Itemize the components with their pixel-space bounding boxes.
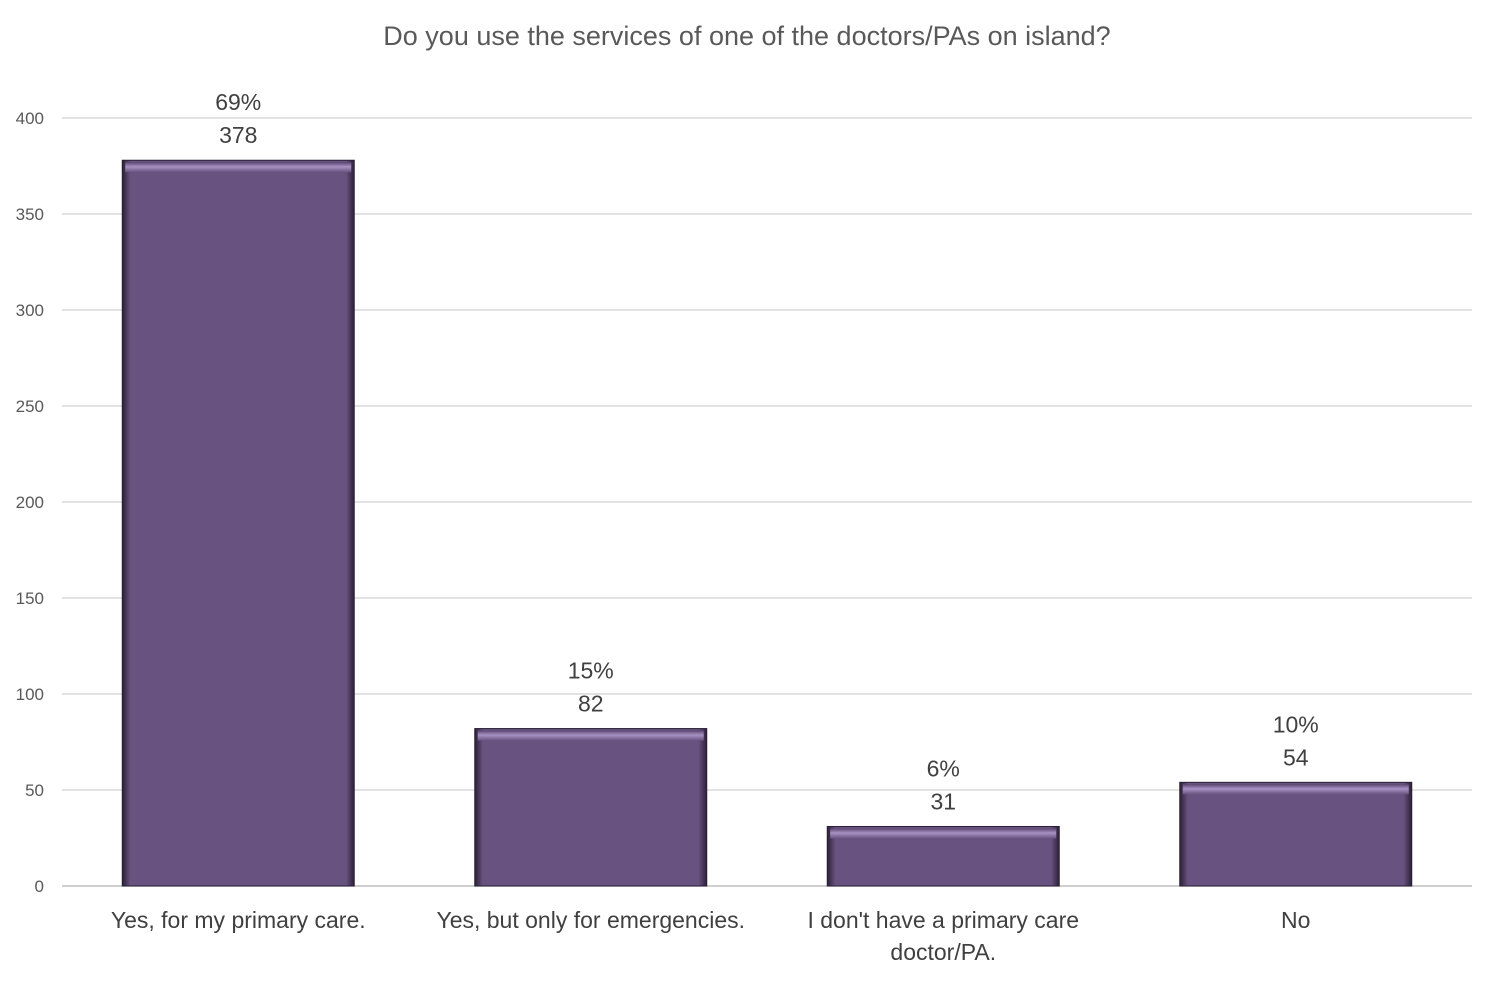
y-tick-label: 0 <box>35 877 44 896</box>
y-tick-label: 300 <box>16 301 44 320</box>
chart-title: Do you use the services of one of the do… <box>383 21 1110 51</box>
bar-bevel <box>477 730 704 741</box>
y-tick-label: 200 <box>16 493 44 512</box>
y-tick-label: 250 <box>16 397 44 416</box>
y-tick-label: 350 <box>16 205 44 224</box>
y-tick-label: 150 <box>16 589 44 608</box>
y-axis: 0 50 100 150 200 250 300 350 400 <box>16 109 44 896</box>
percent-label: 15% <box>568 658 614 684</box>
bar <box>1179 781 1413 887</box>
x-axis: Yes, for my primary care. Yes, but only f… <box>111 907 1311 965</box>
bar-bevel <box>1182 784 1409 795</box>
bars <box>121 159 1413 887</box>
y-tick-label: 400 <box>16 109 44 128</box>
percent-label: 69% <box>215 89 261 115</box>
bar <box>474 728 708 887</box>
y-tick-label: 100 <box>16 685 44 704</box>
value-label: 82 <box>578 691 604 717</box>
bar-bevel <box>830 828 1057 839</box>
bar-bevel <box>125 162 352 173</box>
y-tick-label: 50 <box>25 781 44 800</box>
x-tick-label: doctor/PA. <box>890 939 996 965</box>
x-tick-label: I don't have a primary care <box>807 907 1079 933</box>
percent-label: 6% <box>927 755 960 781</box>
data-labels: 69% 378 15% 82 6% 31 10% 54 <box>215 89 1319 814</box>
x-tick-label: Yes, but only for emergencies. <box>436 907 745 933</box>
x-tick-label: Yes, for my primary care. <box>111 907 366 933</box>
x-tick-label: No <box>1281 907 1310 933</box>
percent-label: 10% <box>1273 711 1319 737</box>
value-label: 54 <box>1283 744 1309 770</box>
value-label: 31 <box>930 788 956 814</box>
bar <box>121 159 355 887</box>
value-label: 378 <box>219 122 257 148</box>
